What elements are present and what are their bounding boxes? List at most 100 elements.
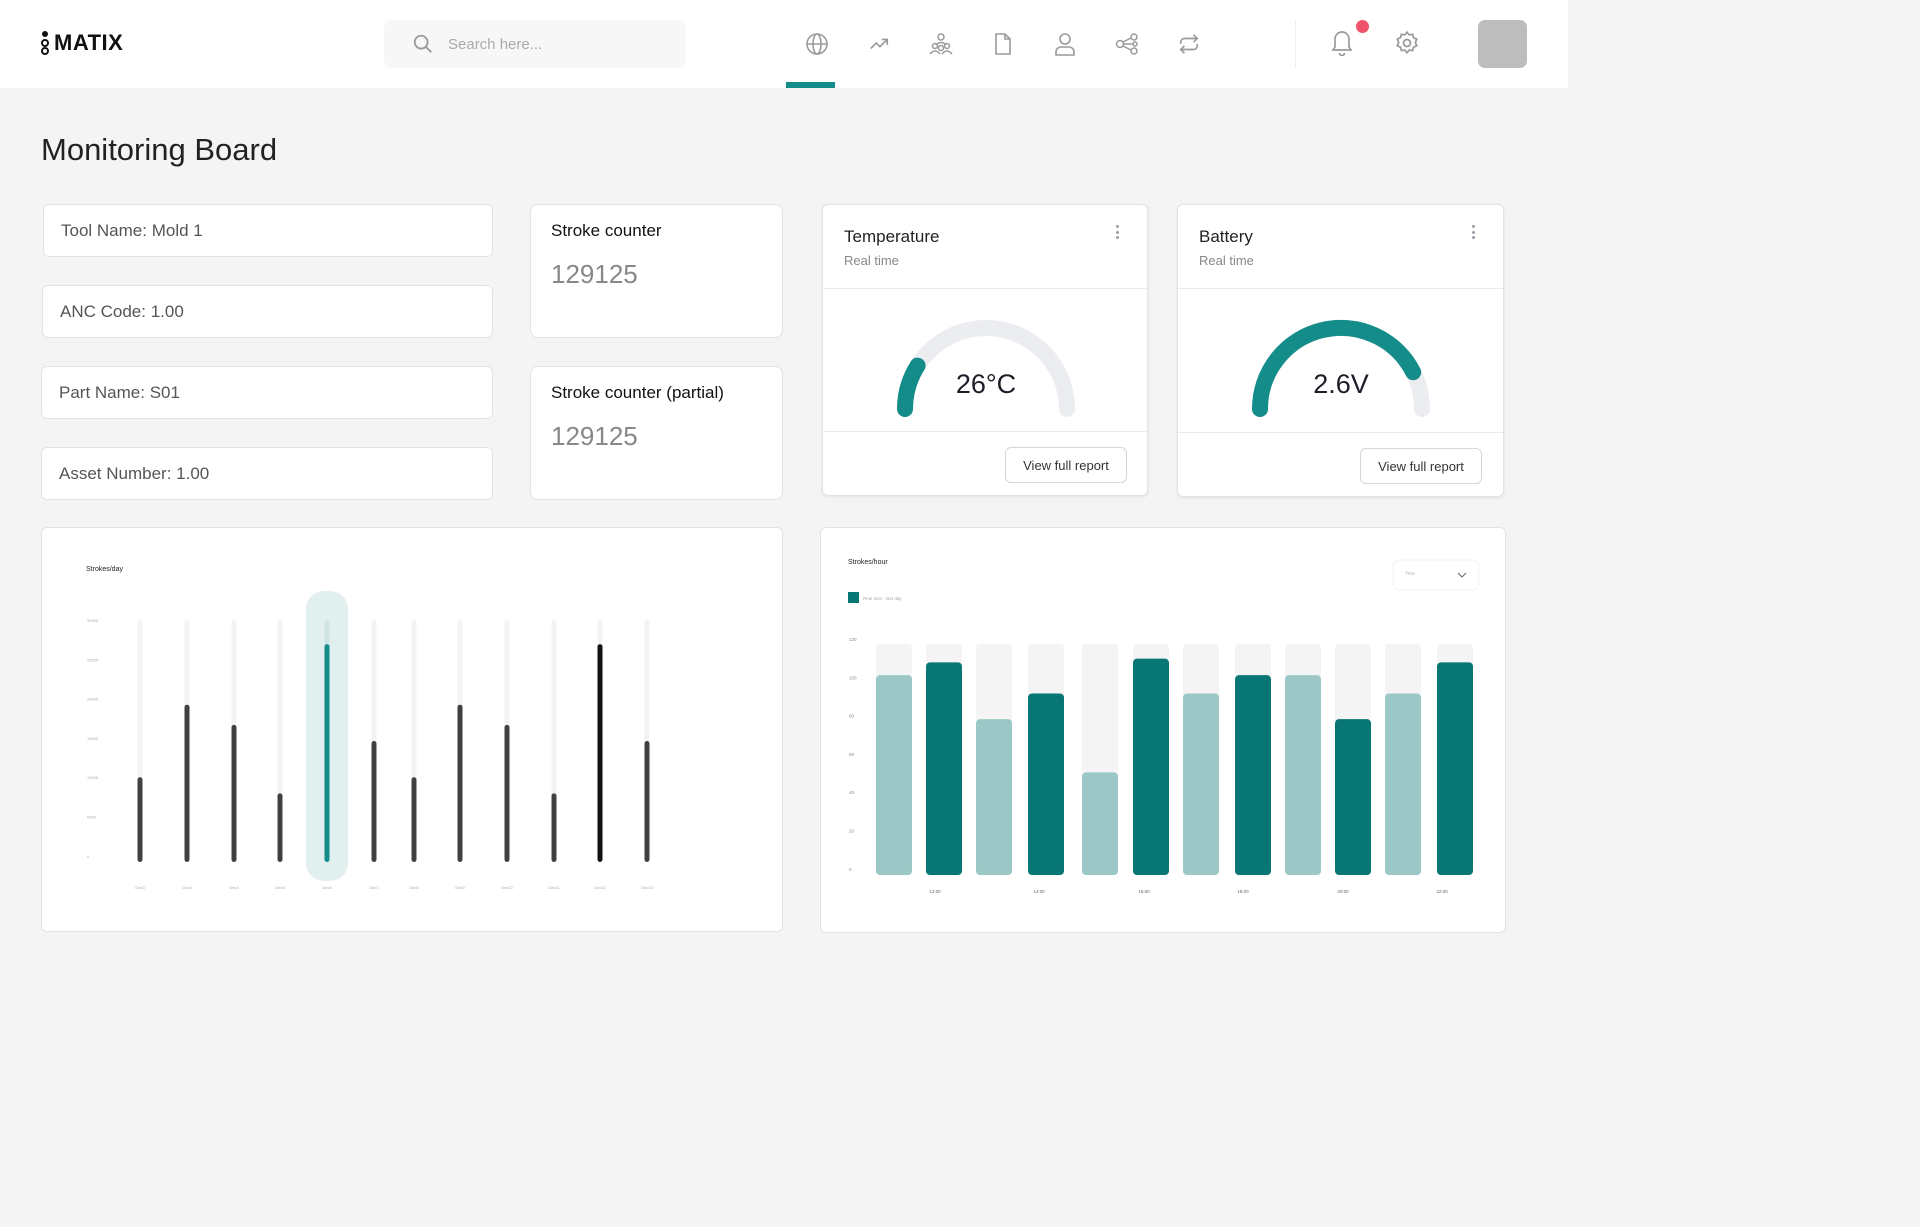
bar xyxy=(277,793,283,862)
bar xyxy=(876,675,912,875)
x-tick-label: Dec4 xyxy=(229,885,239,890)
x-tick-label: Dec13 xyxy=(641,885,653,890)
nav-trending[interactable] xyxy=(848,20,910,68)
anc-code-field[interactable]: ANC Code: 1.00 xyxy=(42,285,493,338)
x-tick-label: Dec11 xyxy=(548,885,560,890)
logo-text: MATIX xyxy=(54,30,124,55)
x-tick-label: Dec5 xyxy=(275,885,285,890)
partial-counter-value: 129125 xyxy=(551,421,638,451)
x-tick-label: Dec9 xyxy=(455,885,465,890)
divider xyxy=(1295,20,1296,68)
kebab-menu-icon[interactable] xyxy=(1116,225,1120,239)
period-dropdown[interactable]: Year xyxy=(1392,559,1480,591)
temperature-subtitle: Real time xyxy=(844,253,899,268)
bar xyxy=(926,662,962,875)
kebab-menu-icon[interactable] xyxy=(1472,225,1476,239)
bar xyxy=(137,777,143,862)
logo[interactable]: MATIX xyxy=(40,30,123,56)
bell-icon[interactable] xyxy=(1330,28,1354,56)
x-tick-label: 22:00 xyxy=(1436,889,1448,894)
nav-user[interactable] xyxy=(1034,20,1096,68)
bar xyxy=(644,741,650,862)
trending-up-icon xyxy=(870,38,889,50)
bar xyxy=(231,724,237,862)
gear-icon[interactable] xyxy=(1394,30,1420,56)
bar xyxy=(1183,693,1219,875)
stroke-counter-value: 129125 xyxy=(551,259,638,289)
strokes-per-day-chart: Strokes/day 30000 25000 20000 15000 10000 500… xyxy=(86,566,654,890)
legend-swatch xyxy=(848,592,859,603)
globe-icon xyxy=(806,33,828,55)
chevron-down-icon xyxy=(1457,572,1467,578)
nav-repeat[interactable] xyxy=(1158,20,1220,68)
y-tick-label: 20000 xyxy=(87,697,99,702)
x-tick-label: Dec3 xyxy=(135,885,145,890)
logo-icon xyxy=(40,30,50,56)
strokes-per-day-card: Strokes/day 30000 25000 20000 15000 10000 500… xyxy=(41,527,783,932)
y-tick-label: 10000 xyxy=(87,775,99,780)
document-icon xyxy=(995,33,1011,55)
view-full-report-button[interactable]: View full report xyxy=(1005,447,1127,483)
divider xyxy=(1178,288,1503,289)
x-tick-label: 20:00 xyxy=(1337,889,1349,894)
nav-team[interactable] xyxy=(910,20,972,68)
y-tick-label: 40 xyxy=(849,790,855,795)
x-tick-label: 14:00 xyxy=(1033,889,1045,894)
page-title: Monitoring Board xyxy=(41,132,278,167)
view-full-report-button[interactable]: View full report xyxy=(1360,448,1482,484)
legend-label: Real time - last day xyxy=(863,596,902,601)
nav-globe[interactable] xyxy=(786,20,848,68)
y-tick-label: 0 xyxy=(87,854,90,859)
bar xyxy=(1082,772,1118,875)
bar xyxy=(1335,719,1371,875)
share-icon xyxy=(1115,33,1138,55)
bar xyxy=(457,704,463,862)
divider xyxy=(1178,432,1503,433)
stroke-counter-title: Stroke counter xyxy=(551,221,662,240)
y-tick-label: 0 xyxy=(849,867,852,872)
y-tick-label: 15000 xyxy=(87,736,99,741)
bar xyxy=(504,724,510,862)
nav-document[interactable] xyxy=(972,20,1034,68)
temperature-title: Temperature xyxy=(844,227,940,246)
battery-gauge xyxy=(1252,319,1430,417)
y-tick-label: 20 xyxy=(849,829,855,834)
chart-title: Strokes/hour xyxy=(848,559,888,566)
y-tick-label: 25000 xyxy=(87,657,99,662)
y-tick-label: 60 xyxy=(849,752,855,757)
search-bar[interactable] xyxy=(384,20,686,68)
strokes-per-hour-chart: Strokes/hour Year Real time - last day 1… xyxy=(848,559,1480,894)
notification-badge xyxy=(1356,20,1369,33)
search-icon xyxy=(413,34,432,53)
bar xyxy=(1028,693,1064,875)
y-tick-label: 30000 xyxy=(87,618,99,623)
bar xyxy=(411,777,417,862)
temperature-gauge xyxy=(897,320,1075,417)
partial-stroke-counter-card: Stroke counter (partial) 129125 xyxy=(530,366,783,500)
nav-share[interactable] xyxy=(1096,20,1158,68)
partial-counter-title: Stroke counter (partial) xyxy=(551,383,724,402)
divider xyxy=(823,431,1147,432)
bar xyxy=(371,741,377,862)
stroke-counter-card: Stroke counter 129125 xyxy=(530,204,783,338)
x-tick-label: Dec10 xyxy=(501,885,513,890)
dropdown-value: Year xyxy=(1405,571,1415,577)
tool-name-field[interactable]: Tool Name: Mold 1 xyxy=(43,204,493,257)
temperature-card: Temperature Real time 26°C View full rep… xyxy=(822,204,1148,496)
x-tick-label: 16:00 xyxy=(1138,889,1150,894)
avatar[interactable] xyxy=(1478,20,1527,68)
bar xyxy=(184,704,190,862)
search-input[interactable] xyxy=(448,35,648,53)
asset-number-field[interactable]: Asset Number: 1.00 xyxy=(41,447,493,500)
bar xyxy=(976,719,1012,875)
part-name-field[interactable]: Part Name: S01 xyxy=(41,366,493,419)
y-tick-label: 80 xyxy=(849,714,855,719)
bar xyxy=(597,644,603,862)
y-tick-label: 120 xyxy=(849,637,857,642)
user-icon xyxy=(1055,33,1075,56)
y-tick-label: 5000 xyxy=(87,815,97,820)
chart-title: Strokes/day xyxy=(86,566,123,573)
x-tick-label: Dec8 xyxy=(409,885,419,890)
repeat-icon xyxy=(1179,34,1199,54)
bar xyxy=(1235,675,1271,875)
